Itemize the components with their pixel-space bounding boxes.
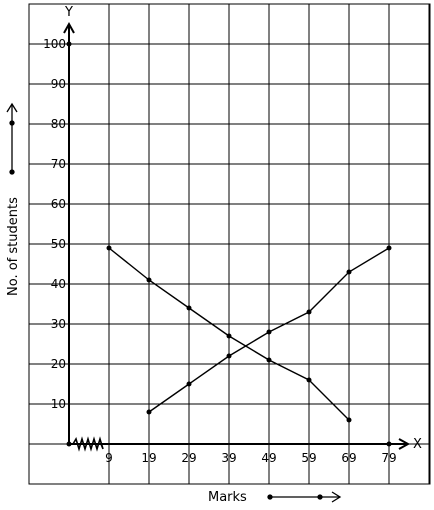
data-point bbox=[306, 309, 312, 315]
x-tick-label: 19 bbox=[141, 451, 156, 465]
y-tick-label: 40 bbox=[51, 277, 66, 291]
y-tick-label: 100 bbox=[43, 37, 66, 51]
x-axis-arrow-icon bbox=[398, 438, 411, 450]
y-tick-label: 30 bbox=[51, 317, 66, 331]
x-tick-label: 39 bbox=[221, 451, 236, 465]
data-point bbox=[346, 417, 352, 423]
data-point bbox=[346, 269, 352, 275]
axes bbox=[63, 21, 411, 452]
data-point bbox=[266, 357, 272, 363]
data-point bbox=[186, 381, 192, 387]
data-point bbox=[226, 333, 232, 339]
y-axis-arrow-icon bbox=[63, 21, 75, 34]
data-point bbox=[146, 277, 152, 283]
data-point bbox=[186, 305, 192, 311]
data-point bbox=[306, 377, 312, 383]
y-tick-label: 50 bbox=[51, 237, 66, 251]
grid bbox=[28, 3, 431, 485]
y-tick-label: 10 bbox=[51, 397, 66, 411]
y-axis-label: No. of students bbox=[6, 197, 21, 296]
x-axis-end-point bbox=[386, 441, 392, 447]
y-tick-label: 20 bbox=[51, 357, 66, 371]
y-direction-arrow-icon bbox=[6, 102, 18, 175]
data-point bbox=[386, 245, 392, 251]
x-tick-label: 69 bbox=[341, 451, 356, 465]
data-point bbox=[266, 329, 272, 335]
data-point bbox=[146, 409, 152, 415]
series-layer bbox=[106, 245, 392, 423]
data-point bbox=[106, 245, 112, 251]
tick-labels: 9 19 29 39 49 59 69 79 10 20 30 40 50 60 70 80 90 100 bbox=[43, 37, 397, 465]
y-tick-label: 80 bbox=[51, 117, 66, 131]
y-axis-letter: Y bbox=[64, 5, 73, 20]
x-tick-label: 29 bbox=[181, 451, 196, 465]
y-tick-label: 60 bbox=[51, 197, 66, 211]
x-direction-arrow-icon bbox=[267, 491, 342, 503]
x-tick-label: 9 bbox=[105, 451, 113, 465]
x-tick-label: 59 bbox=[301, 451, 316, 465]
x-axis-letter: X bbox=[413, 437, 422, 452]
y-tick-label: 70 bbox=[51, 157, 66, 171]
data-point bbox=[226, 353, 232, 359]
x-tick-label: 79 bbox=[381, 451, 396, 465]
x-tick-label: 49 bbox=[261, 451, 276, 465]
axis-break-zigzag-icon bbox=[72, 436, 104, 452]
origin-point bbox=[66, 441, 72, 447]
x-axis-label: Marks bbox=[208, 490, 247, 505]
y-tick-label: 90 bbox=[51, 77, 66, 91]
